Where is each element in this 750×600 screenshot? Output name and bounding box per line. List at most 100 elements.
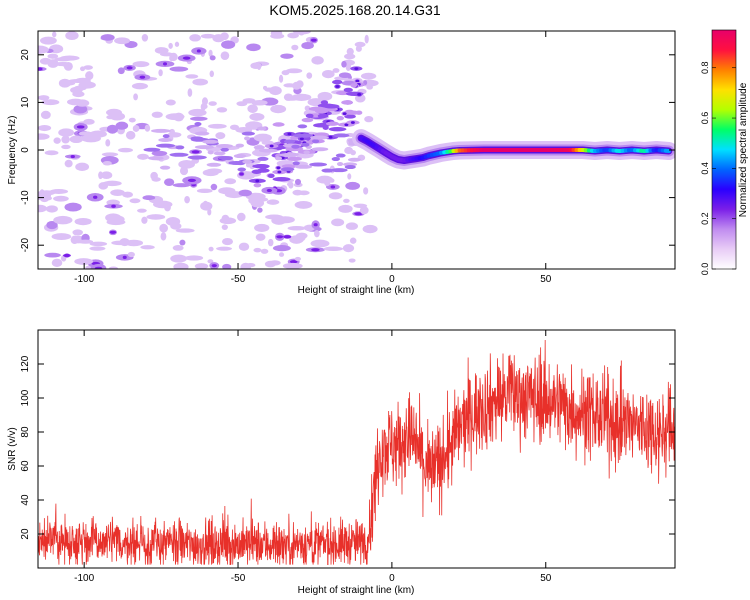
spectrogram-cell (148, 156, 164, 161)
spectrogram-cell (321, 168, 334, 173)
spectrogram-cell (330, 185, 336, 189)
spectrogram-cell (323, 246, 344, 252)
spectrogram-cell (276, 235, 284, 239)
spectrogram-cell (246, 43, 261, 52)
spectrogram-cell (256, 126, 267, 131)
snr-panel: -100 -50 0 50 20 40 60 80 100 120 Height of strai… (7, 329, 676, 596)
spectrogram-cell (38, 67, 43, 71)
colorbar-tick-label: 0.8 (700, 61, 710, 74)
spectrogram-cell (169, 152, 189, 157)
spectrogram-cell (315, 109, 329, 114)
spectrogram-cell (51, 258, 63, 267)
spectrogram-cell (150, 171, 158, 180)
spectrogram-cell (292, 161, 300, 166)
spectrogram-cell (83, 65, 93, 70)
spectrogram-cell (238, 242, 250, 251)
spectrogram-cell (40, 36, 57, 45)
spectrogram-cell (40, 110, 51, 120)
spectrogram-cell (70, 154, 75, 159)
spectrogram-cell (306, 72, 313, 79)
spectrogram-cell (68, 78, 88, 83)
spectrogram-x-tick-label: -100 (74, 274, 94, 285)
spectrogram-cell (283, 235, 292, 239)
spectrogram-cell (343, 53, 356, 60)
spectrogram-cell (174, 41, 180, 47)
snr-axes: -100 -50 0 50 20 40 60 80 100 120 (20, 330, 675, 584)
snr-y-tick-label: 60 (20, 460, 31, 472)
spectrogram-cell (336, 162, 344, 167)
spectrogram-cell (66, 98, 85, 106)
spectrogram-cell (301, 117, 314, 123)
spectrogram-cell (155, 143, 176, 148)
spectrogram-cell (336, 115, 345, 121)
spectrogram-cell (359, 206, 369, 215)
spectrogram-cell (102, 180, 122, 187)
spectrogram-cell (101, 152, 119, 157)
spectrogram-cell (344, 114, 356, 119)
spectrogram-cell (364, 115, 374, 123)
spectrogram-cell (165, 217, 181, 226)
spectrogram-cell (269, 86, 282, 96)
snr-y-tick-label: 100 (20, 389, 31, 406)
spectrogram-cell (330, 168, 348, 173)
spectrogram-cell (85, 71, 94, 81)
spectrogram-cell (141, 216, 148, 224)
spectrogram-cell (292, 189, 303, 196)
spectrogram-cell (322, 125, 329, 130)
snr-x-tick-label: -100 (74, 573, 94, 584)
spectrogram-cell (163, 178, 175, 186)
spectrogram-cell (64, 159, 73, 168)
spectrogram-cell (342, 162, 358, 167)
spectrogram-cell (47, 53, 59, 59)
spectrogram-cell (215, 132, 226, 140)
spectrogram-cell (216, 107, 228, 113)
spectrogram-cell (105, 139, 111, 147)
spectrogram-cell (223, 156, 233, 161)
spectrogram-cell (105, 213, 122, 222)
spectrogram-cell (282, 262, 303, 269)
spectrogram-cell (311, 56, 324, 65)
spectrogram-cell (188, 108, 207, 117)
spectrogram-cell (132, 124, 140, 132)
spectrogram-cell (242, 159, 253, 164)
spectrogram-cell (257, 164, 270, 169)
spectrogram-cell (45, 205, 58, 213)
spectrogram-cell (295, 178, 301, 186)
spectrogram-cell (286, 156, 302, 162)
spectrogram-cell (179, 166, 189, 176)
spectrogram-cell (169, 66, 189, 72)
spectrogram-cell (260, 248, 269, 254)
spectrogram-cell (335, 153, 346, 158)
snr-y-tick-label: 20 (20, 528, 31, 540)
spectrogram-cell (175, 145, 185, 150)
spectrogram-cell (342, 244, 355, 253)
snr-y-tick-label: 80 (20, 426, 31, 438)
spectrogram-cell (125, 130, 136, 140)
spectrogram-cell (344, 146, 354, 155)
spectrogram-cell (258, 148, 279, 153)
spectrogram-cell (73, 104, 88, 114)
spectrogram-cell (59, 81, 76, 86)
spectrogram-cell (331, 157, 340, 162)
spectrogram-cell (61, 135, 70, 144)
spectrogram-cell (338, 204, 353, 213)
spectrogram-cell (185, 74, 199, 79)
spectrogram-cell (313, 223, 318, 227)
spectrogram-cell (249, 112, 265, 121)
spectrogram-x-tick-label: 0 (389, 274, 395, 285)
spectrogram-cell (235, 143, 245, 148)
spectrogram-cell (360, 72, 377, 80)
spectrogram-cell (115, 121, 129, 130)
spectrogram-cell (301, 142, 310, 147)
spectrogram-cell (355, 45, 362, 52)
spectrogram-cell (202, 139, 219, 144)
spectrogram-cell (328, 126, 347, 132)
spectrogram-x-axis-label: Height of straight line (km) (298, 285, 415, 296)
spectrogram-cell (346, 47, 354, 56)
spectrogram-cell (207, 150, 214, 155)
spectrogram-cell (158, 69, 163, 77)
spectrogram-cell (170, 254, 187, 263)
spectrogram-cell (75, 162, 90, 172)
spectrogram-cell (304, 105, 311, 111)
